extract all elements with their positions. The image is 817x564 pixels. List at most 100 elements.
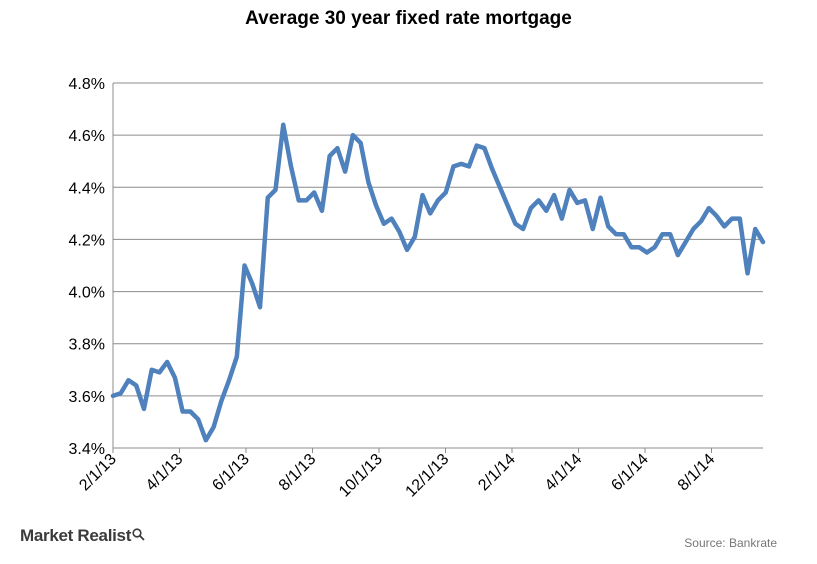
data-point	[150, 368, 154, 372]
data-point	[343, 170, 347, 174]
data-point	[653, 245, 657, 249]
data-point	[459, 162, 463, 166]
data-point	[142, 407, 146, 411]
x-axis-tick-labels: 2/1/13 4/1/13 6/1/13 8/1/13 10/1/13 12/1/13 2/…	[76, 451, 718, 501]
x-tick-label: 8/1/13	[276, 451, 320, 495]
data-point	[219, 399, 223, 403]
y-axis-tick-labels: 3.4% 3.6% 3.8% 4.0% 4.2% 4.4% 4.6% 4.8%	[69, 76, 105, 458]
data-point	[537, 198, 541, 202]
data-point	[436, 198, 440, 202]
data-point	[668, 232, 672, 236]
data-point	[715, 214, 719, 218]
brand-logo: Market Realist	[20, 526, 145, 546]
y-tick-label: 4.8%	[69, 76, 105, 93]
data-point	[335, 146, 339, 150]
data-point	[730, 217, 734, 221]
data-point	[606, 224, 610, 228]
data-point	[134, 383, 138, 387]
data-point	[498, 185, 502, 189]
data-point	[660, 232, 664, 236]
y-tick-label: 4.0%	[69, 285, 105, 302]
data-point	[390, 217, 394, 221]
chart-title: Average 30 year fixed rate mortgage	[245, 8, 572, 29]
y-tick-label: 4.4%	[69, 180, 105, 197]
x-tick-label: 4/1/14	[542, 451, 586, 495]
data-point	[366, 180, 370, 184]
data-point	[451, 164, 455, 168]
y-tick-label: 4.6%	[69, 128, 105, 145]
data-point	[328, 154, 332, 158]
data-point	[351, 133, 355, 137]
data-point	[513, 222, 517, 226]
series-group	[110, 122, 766, 443]
data-point	[761, 240, 765, 244]
data-point	[304, 198, 308, 202]
data-point	[165, 360, 169, 364]
data-point	[320, 209, 324, 213]
data-point	[575, 201, 579, 205]
data-point	[281, 123, 285, 127]
magnifier-icon	[132, 526, 145, 546]
x-tick-label: 2/1/14	[475, 451, 519, 495]
data-point	[684, 240, 688, 244]
data-point	[250, 282, 254, 286]
data-point	[111, 394, 115, 398]
data-point	[707, 206, 711, 210]
data-point	[444, 191, 448, 195]
data-point	[699, 219, 703, 223]
data-point	[119, 391, 123, 395]
axes	[112, 83, 763, 453]
data-point	[266, 196, 270, 200]
x-tick-label: 6/1/13	[209, 451, 253, 495]
y-tick-label: 3.6%	[69, 389, 105, 406]
y-tick-label: 4.2%	[69, 232, 105, 249]
brand-name: Market Realist	[20, 526, 132, 545]
data-point	[405, 248, 409, 252]
data-point	[258, 305, 262, 309]
data-point	[157, 370, 161, 374]
data-point	[746, 271, 750, 275]
data-point	[421, 193, 425, 197]
data-point	[560, 217, 564, 221]
data-point	[722, 224, 726, 228]
data-point	[544, 209, 548, 213]
data-point	[645, 250, 649, 254]
data-point	[212, 425, 216, 429]
data-point	[552, 193, 556, 197]
gridlines	[113, 82, 763, 449]
data-point	[359, 141, 363, 145]
data-point	[521, 227, 525, 231]
data-point	[126, 378, 130, 382]
data-point	[482, 146, 486, 150]
data-point	[691, 227, 695, 231]
data-point	[428, 211, 432, 215]
data-point	[413, 235, 417, 239]
data-point	[227, 378, 231, 382]
data-point	[312, 191, 316, 195]
data-point	[196, 417, 200, 421]
data-point	[204, 438, 208, 442]
data-point	[382, 222, 386, 226]
source-note: Source: Bankrate	[684, 536, 777, 550]
data-point	[173, 376, 177, 380]
x-tick-label: 12/1/13	[403, 451, 453, 501]
data-point	[243, 264, 247, 268]
data-point	[289, 164, 293, 168]
data-point	[622, 232, 626, 236]
series-line	[110, 122, 766, 443]
data-point	[374, 204, 378, 208]
data-point	[529, 206, 533, 210]
x-tick-label: 4/1/13	[143, 451, 187, 495]
data-point	[591, 227, 595, 231]
data-point	[568, 188, 572, 192]
data-point	[738, 217, 742, 221]
y-tick-label: 3.8%	[69, 337, 105, 354]
data-point	[753, 227, 757, 231]
data-point	[629, 245, 633, 249]
data-point	[676, 253, 680, 257]
data-point	[490, 167, 494, 171]
y-tick-label: 3.4%	[69, 441, 105, 458]
data-point	[506, 204, 510, 208]
data-point	[181, 410, 185, 414]
